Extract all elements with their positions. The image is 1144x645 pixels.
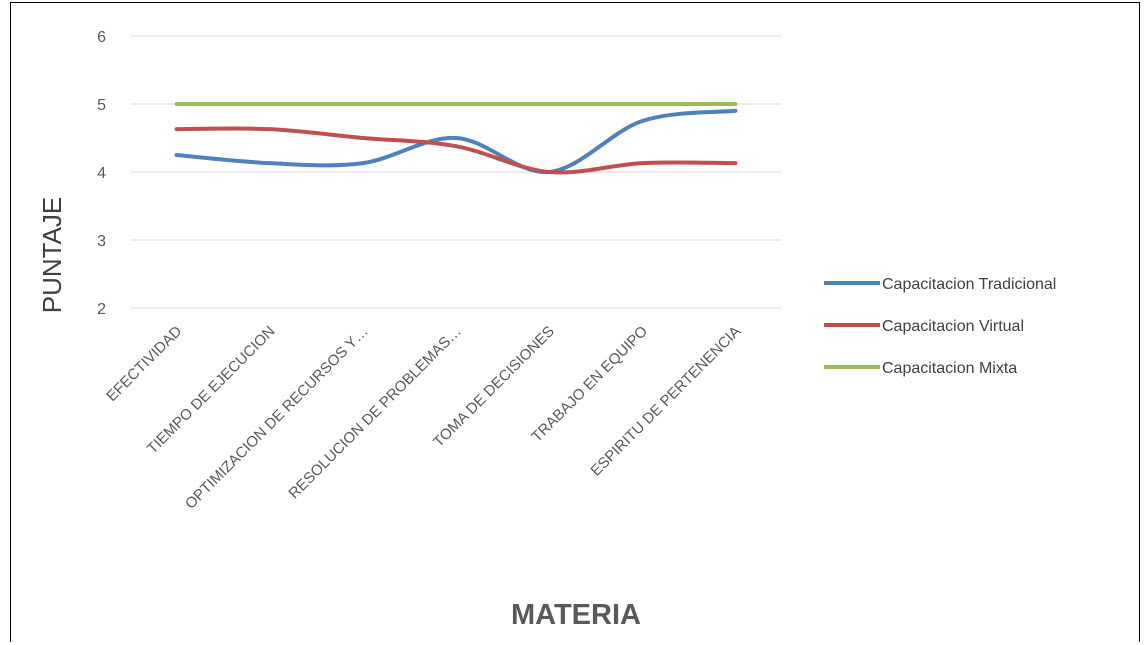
x-tick-label: EFECTIVIDAD	[103, 323, 185, 405]
y-tick-label: 2	[97, 301, 106, 318]
y-axis-ticks: 2 3 4 5 6	[97, 29, 106, 318]
x-tick-label: OPTIMIZACION DE RECURSOS Y…	[182, 323, 372, 513]
y-tick-label: 3	[97, 233, 106, 250]
gridlines	[130, 35, 782, 309]
y-tick-label: 5	[97, 97, 106, 114]
series-lines	[174, 101, 738, 175]
legend-label: Capacitacion Tradicional	[882, 276, 1056, 293]
x-tick-label: ESPIRITU DE PERTENENCIA	[587, 323, 744, 480]
y-tick-label: 4	[97, 165, 106, 182]
legend: Capacitacion Tradicional Capacitacion Vir…	[824, 276, 1056, 377]
chart-frame	[10, 2, 1140, 642]
y-tick-label: 6	[97, 29, 106, 46]
x-tick-label: RESOLUCION DE PROBLEMAS…	[285, 323, 464, 502]
series-line-0	[174, 108, 738, 175]
legend-label: Capacitacion Mixta	[882, 360, 1017, 377]
y-axis-title: PUNTAJE	[37, 197, 67, 314]
legend-label: Capacitacion Virtual	[882, 318, 1024, 335]
series-line-1	[174, 126, 738, 175]
x-axis-title: MATERIA	[511, 599, 641, 631]
